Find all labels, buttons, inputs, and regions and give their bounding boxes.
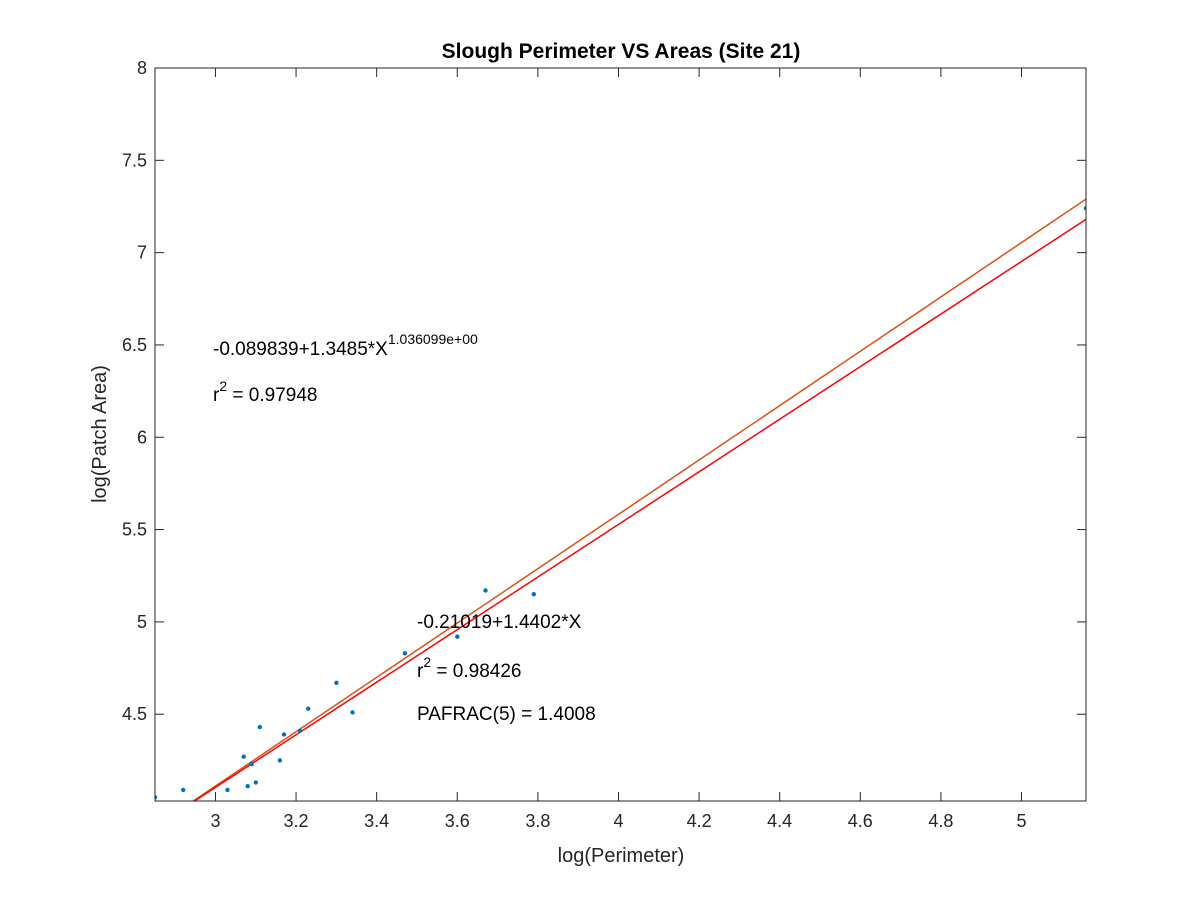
chart-marks [155,198,1086,801]
y-tick-label: 7.5 [122,150,147,170]
y-tick-label: 4.5 [122,704,147,724]
x-tick-label: 3 [210,811,220,831]
y-tick-label: 8 [137,58,147,78]
data-point [225,787,230,793]
y-axis-label: log(Patch Area) [89,365,111,503]
y-tick-label: 5.5 [122,520,147,540]
axis-ticks [155,67,1086,801]
data-point [241,754,246,759]
x-tick-label: 4.4 [767,811,792,831]
fit2-r2-annotation: r2 = 0.98426 [417,654,521,682]
data-point [297,728,303,733]
axes-box [154,67,1087,802]
fit2-equation-annotation: -0.21019+1.4402*X [417,612,582,633]
fit1-equation: -0.089839+1.3485*X [213,339,388,360]
y-tick-label: 5 [137,612,147,632]
pafrac-annotation: PAFRAC(5) = 1.4008 [417,704,596,725]
plot-area [154,67,1087,802]
data-point [257,724,262,730]
chart-title: Slough Perimeter VS Areas (Site 21) [442,40,801,63]
axes-background [155,68,1086,801]
x-tick-label: 3.4 [364,811,389,831]
x-tick-label: 4.2 [687,811,712,831]
fit1-r-base: r [213,385,220,406]
fit2-r-value: = 0.98426 [431,661,521,682]
data-point [249,761,254,767]
y-tick-label: 6 [137,427,147,447]
data-point [281,732,287,737]
fit1-r2-annotation: r2 = 0.97948 [213,378,317,406]
y-tick-label: 6.5 [122,335,147,355]
x-tick-label: 4 [613,811,623,831]
data-point [155,795,158,800]
fit2-r-base: r [417,661,424,682]
x-tick-label: 5 [1017,811,1027,831]
fit1-r-exp: 2 [219,378,227,394]
data-point [455,634,460,639]
x-tick-label: 3.6 [445,811,470,831]
data-point [531,592,536,597]
data-point [253,780,258,785]
data-point [402,651,408,656]
x-tick-label: 4.8 [928,811,953,831]
data-point [334,680,339,685]
fit-line-1 [191,198,1086,801]
fit1-equation-annotation: -0.089839+1.3485*X1.036099e+00 [213,331,478,360]
data-point [306,706,311,711]
data-point [245,784,250,789]
x-tick-label: 4.6 [848,811,873,831]
fit-line-2 [193,218,1086,801]
fit2-r-exp: 2 [423,654,431,670]
y-tick-label: 7 [137,243,147,263]
data-point [350,710,355,715]
x-tick-label: 3.8 [525,811,550,831]
x-axis-label: log(Perimeter) [558,845,685,867]
data-point [483,588,488,593]
data-point [1083,206,1086,211]
data-point [181,787,186,793]
data-point [277,758,283,763]
x-tick-label: 3.2 [284,811,309,831]
fit1-r-value: = 0.97948 [227,385,317,406]
tick-labels: 3 3.2 3.4 3.6 3.8 4 4.2 4.4 4.6 4.8 5 4.5 5 5.5 6 6.5 7 7… [122,58,1027,831]
fit1-exponent: 1.036099e+00 [388,331,478,347]
